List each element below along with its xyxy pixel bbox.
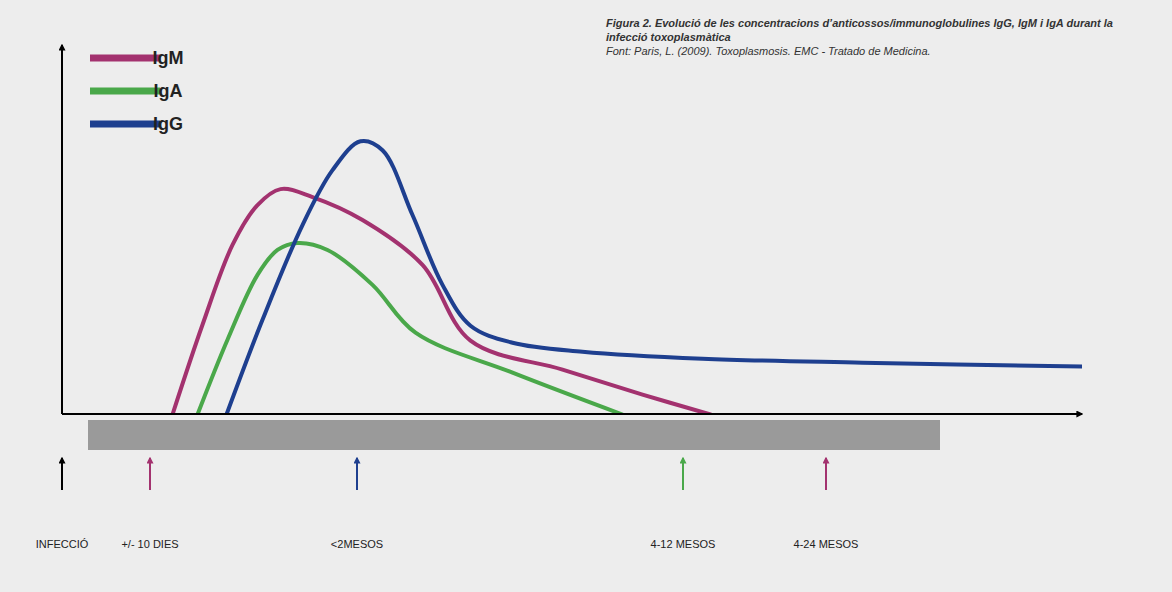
svg-text:IgG: IgG — [153, 114, 183, 134]
svg-text:4-12 MESOS: 4-12 MESOS — [651, 538, 716, 550]
svg-text:IgA: IgA — [154, 81, 183, 101]
html-text:Font: Paris, L. (2009). Toxopl: Font: Paris, L. (2009). Toxoplasmosis. E… — [606, 45, 931, 57]
svg-text:INFECCIÓ: INFECCIÓ — [36, 538, 89, 550]
svg-text:4-24 MESOS: 4-24 MESOS — [794, 538, 859, 550]
html-text:Figura 2. Evolució de les conc: Figura 2. Evolució de les concentracions… — [606, 17, 1113, 43]
svg-text:+/- 10 DIES: +/- 10 DIES — [121, 538, 178, 550]
svg-text:<2MESOS: <2MESOS — [331, 538, 383, 550]
svg-text:IgM: IgM — [153, 48, 184, 68]
